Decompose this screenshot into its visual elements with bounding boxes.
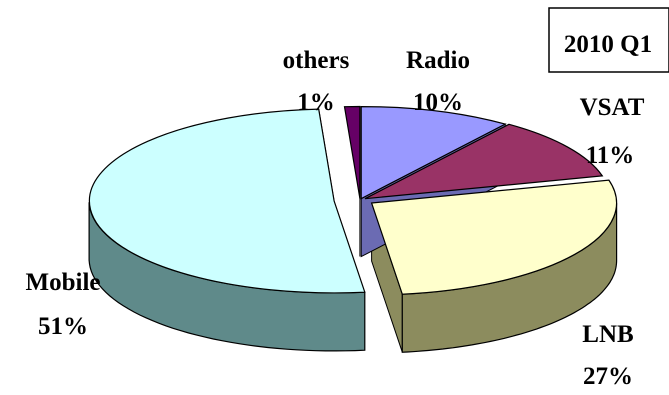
pie-tops bbox=[88, 105, 618, 295]
slice-label-lnb: LNB bbox=[582, 321, 633, 348]
slice-value-vsat: 11% bbox=[586, 142, 635, 169]
pie-slice-radio bbox=[360, 105, 507, 200]
slice-value-others: 1% bbox=[297, 89, 335, 116]
pie-slice-others bbox=[343, 105, 361, 199]
slice-value-mobile: 51% bbox=[38, 313, 88, 340]
title-box bbox=[548, 7, 669, 73]
pie-slice-lnb bbox=[370, 179, 618, 295]
slice-value-radio: 10% bbox=[413, 89, 463, 116]
slice-value-lnb: 27% bbox=[583, 363, 633, 390]
slice-label-vsat: VSAT bbox=[580, 94, 645, 121]
slice-label-mobile: Mobile bbox=[26, 269, 101, 296]
slice-label-radio: Radio bbox=[406, 47, 470, 74]
pie-slice-vsat bbox=[364, 123, 604, 200]
chart-title: 2010 Q1 bbox=[564, 31, 652, 58]
pie-slice-mobile bbox=[88, 108, 366, 294]
slice-label-others: others bbox=[283, 47, 350, 74]
